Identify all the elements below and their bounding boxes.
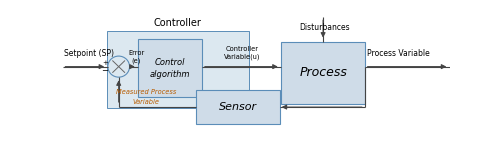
Text: Variable: Variable [132,98,160,105]
Text: Controller
Variable(u): Controller Variable(u) [224,46,260,60]
Text: +: + [102,60,108,67]
Ellipse shape [108,56,130,77]
Bar [107,31,249,108]
Bar [282,42,365,104]
Text: Measured Process: Measured Process [116,89,176,95]
Text: Disturbances: Disturbances [300,23,350,32]
Text: Control
algorithm: Control algorithm [150,58,190,79]
Bar [138,39,202,97]
Text: Process Variable: Process Variable [366,49,430,58]
Text: Error
(e): Error (e) [128,50,144,64]
Text: Setpoint (SP): Setpoint (SP) [64,49,114,58]
Bar [196,90,280,124]
Text: −: − [101,66,108,75]
Text: Sensor: Sensor [219,102,257,112]
Text: Controller: Controller [154,18,202,28]
Text: Process: Process [299,66,347,79]
